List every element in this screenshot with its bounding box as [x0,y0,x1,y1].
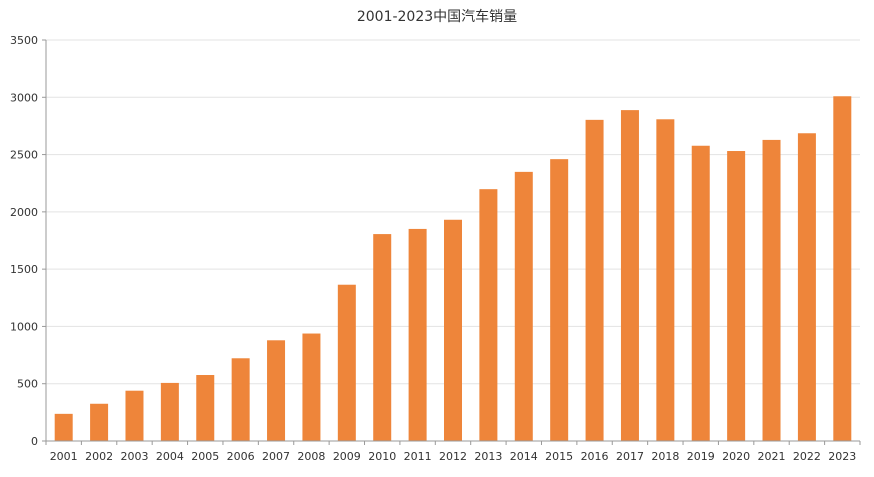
bar-2012[interactable] [444,219,462,441]
bars [54,96,852,442]
x-tick-label: 2011 [404,450,432,463]
bar-2006[interactable] [231,358,250,441]
y-tick-label: 0 [31,435,38,448]
x-tick-label: 2012 [439,450,467,463]
x-tick-label: 2003 [120,450,148,463]
x-tick-label: 2009 [333,450,361,463]
y-tick-label: 3000 [10,91,38,104]
bar-2003[interactable] [125,390,144,441]
x-tick-label: 2006 [227,450,255,463]
bar-2021[interactable] [762,139,781,441]
axes [42,39,861,445]
x-tick-label: 2008 [297,450,325,463]
x-tick-label: 2020 [722,450,750,463]
y-tick-label: 1500 [10,263,38,276]
x-tick-labels: 2001 2002 2003 2004 2005 2006 2007 2008 2009 2010… [50,450,857,463]
bar-2020[interactable] [727,151,746,441]
x-tick-label: 2018 [651,450,679,463]
y-tick-label: 1000 [10,320,38,333]
bar-2017[interactable] [620,110,639,442]
bar-2001[interactable] [54,413,73,441]
x-tick-label: 2010 [368,450,396,463]
bar-2008[interactable] [302,333,321,441]
x-tick-label: 2004 [156,450,184,463]
y-tick-label: 500 [17,378,38,391]
bar-2015[interactable] [550,159,569,441]
chart-title: 2001-2023中国汽车销量 [356,9,518,25]
x-tick-label: 2021 [758,450,786,463]
x-tick-label: 2023 [828,450,856,463]
bar-2002[interactable] [90,403,109,441]
x-tick-label: 2019 [687,450,715,463]
bar-2022[interactable] [797,133,816,441]
bar-2018[interactable] [656,119,675,441]
y-tick-label: 3500 [10,34,38,47]
bar-2016[interactable] [585,119,604,441]
x-tick-label: 2016 [581,450,609,463]
bar-2004[interactable] [160,382,179,441]
x-tick-label: 2005 [191,450,219,463]
y-tick-labels: 0 500 1000 1500 2000 2500 3000 3500 [10,34,38,448]
x-tick-label: 2013 [474,450,502,463]
bar-2010[interactable] [373,234,392,441]
y-tick-label: 2500 [10,149,38,162]
bar-2005[interactable] [196,375,215,441]
bar-2009[interactable] [337,284,356,441]
bar-2023[interactable] [833,96,852,441]
bar-2007[interactable] [267,340,286,441]
bar-2019[interactable] [691,145,710,441]
x-tick-label: 2017 [616,450,644,463]
x-tick-label: 2015 [545,450,573,463]
y-tick-label: 2000 [10,206,38,219]
x-tick-label: 2007 [262,450,290,463]
bar-2011[interactable] [408,228,427,441]
x-tick-label: 2014 [510,450,538,463]
bar-2014[interactable] [514,171,533,442]
x-tick-label: 2002 [85,450,113,463]
x-tick-label: 2022 [793,450,821,463]
x-tick-label: 2001 [50,450,78,463]
bar-2013[interactable] [479,189,498,441]
